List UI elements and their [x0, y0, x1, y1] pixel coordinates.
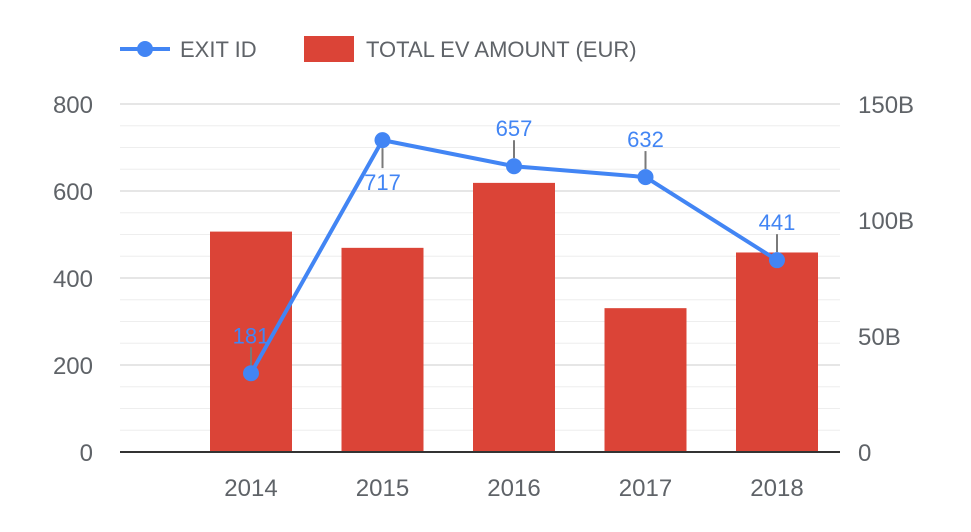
- data-label-2015: 717: [364, 170, 401, 195]
- left-y-tick-label: 0: [80, 440, 93, 467]
- right-y-tick-label: 0: [858, 440, 871, 467]
- legend-label-total-ev: TOTAL EV AMOUNT (EUR): [366, 37, 637, 62]
- bar-2016[interactable]: [473, 182, 555, 452]
- right-y-axis: 150B 100B 50B 0: [858, 92, 914, 467]
- data-label-2016: 657: [496, 116, 533, 141]
- legend-point-marker: [137, 41, 153, 57]
- right-y-tick-label: 100B: [858, 208, 914, 235]
- legend-bar-marker: [304, 36, 354, 62]
- legend-item-exit-id[interactable]: EXIT ID: [120, 37, 257, 62]
- line-series: 181 717 657 632 441: [233, 116, 796, 382]
- data-label-2014: 181: [233, 323, 270, 348]
- x-axis: 2014 2015 2016 2017 2018: [224, 475, 803, 502]
- left-y-tick-label: 800: [53, 92, 93, 119]
- data-label-2018: 441: [759, 210, 796, 235]
- bar-2014[interactable]: [210, 231, 292, 452]
- left-y-tick-label: 600: [53, 179, 93, 206]
- x-tick-label: 2014: [224, 475, 277, 502]
- bar-2017[interactable]: [604, 308, 687, 452]
- exit-id-point-2017[interactable]: [637, 169, 654, 186]
- exit-id-point-2018[interactable]: [769, 252, 785, 269]
- x-tick-label: 2015: [356, 475, 409, 502]
- x-tick-label: 2016: [487, 475, 540, 502]
- exit-id-point-2016[interactable]: [506, 158, 522, 175]
- bar-2018[interactable]: [736, 252, 818, 452]
- right-y-tick-label: 150B: [858, 92, 914, 119]
- exit-id-point-2015[interactable]: [374, 132, 391, 149]
- legend: EXIT ID TOTAL EV AMOUNT (EUR): [120, 36, 637, 62]
- left-y-tick-label: 400: [53, 266, 93, 293]
- left-y-axis: 800 600 400 200 0: [53, 92, 93, 467]
- left-y-tick-label: 200: [53, 353, 93, 380]
- x-tick-label: 2018: [750, 475, 803, 502]
- bar-series: [210, 182, 818, 452]
- bar-2015[interactable]: [341, 247, 424, 452]
- data-label-2017: 632: [627, 127, 664, 152]
- exit-id-point-2014[interactable]: [243, 365, 259, 382]
- legend-label-exit-id: EXIT ID: [180, 37, 257, 62]
- x-tick-label: 2017: [619, 475, 672, 502]
- right-y-tick-label: 50B: [858, 324, 901, 351]
- legend-item-total-ev[interactable]: TOTAL EV AMOUNT (EUR): [304, 36, 637, 62]
